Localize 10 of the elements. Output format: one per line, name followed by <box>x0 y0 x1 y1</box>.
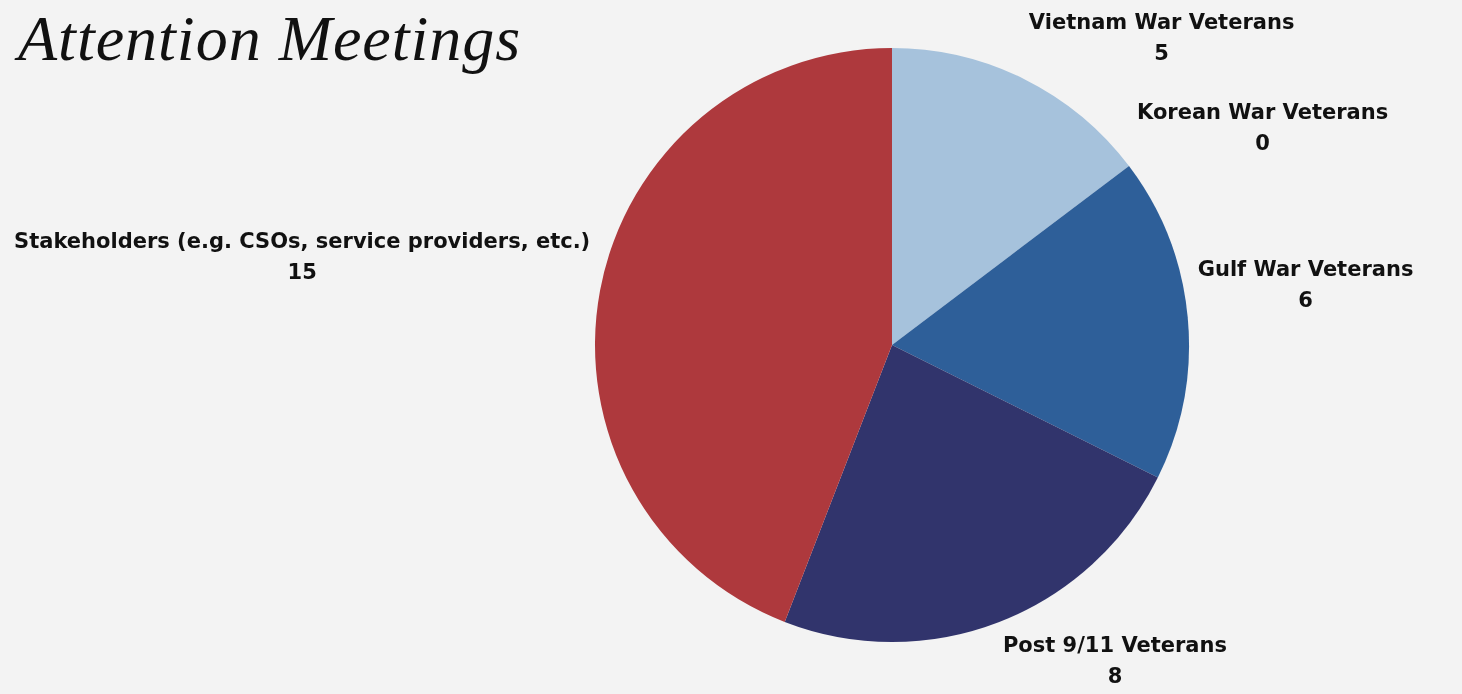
slice-label: Vietnam War Veterans <box>1028 10 1295 35</box>
category-label: Korean War Veterans <box>1136 99 1389 124</box>
slice-label: Gulf War Veterans <box>1197 256 1414 281</box>
data-label: 5 <box>1154 41 1169 66</box>
data-label: 8 <box>1107 664 1123 689</box>
text: 0 <box>1255 130 1270 155</box>
data-label: 6 <box>1298 287 1313 312</box>
slice-label: Post 9/11 Veterans <box>1002 633 1227 658</box>
slice-label: Stakeholders (e.g. CSOs, service providers, etc.) <box>14 228 591 253</box>
data-label: 15 <box>287 259 317 284</box>
